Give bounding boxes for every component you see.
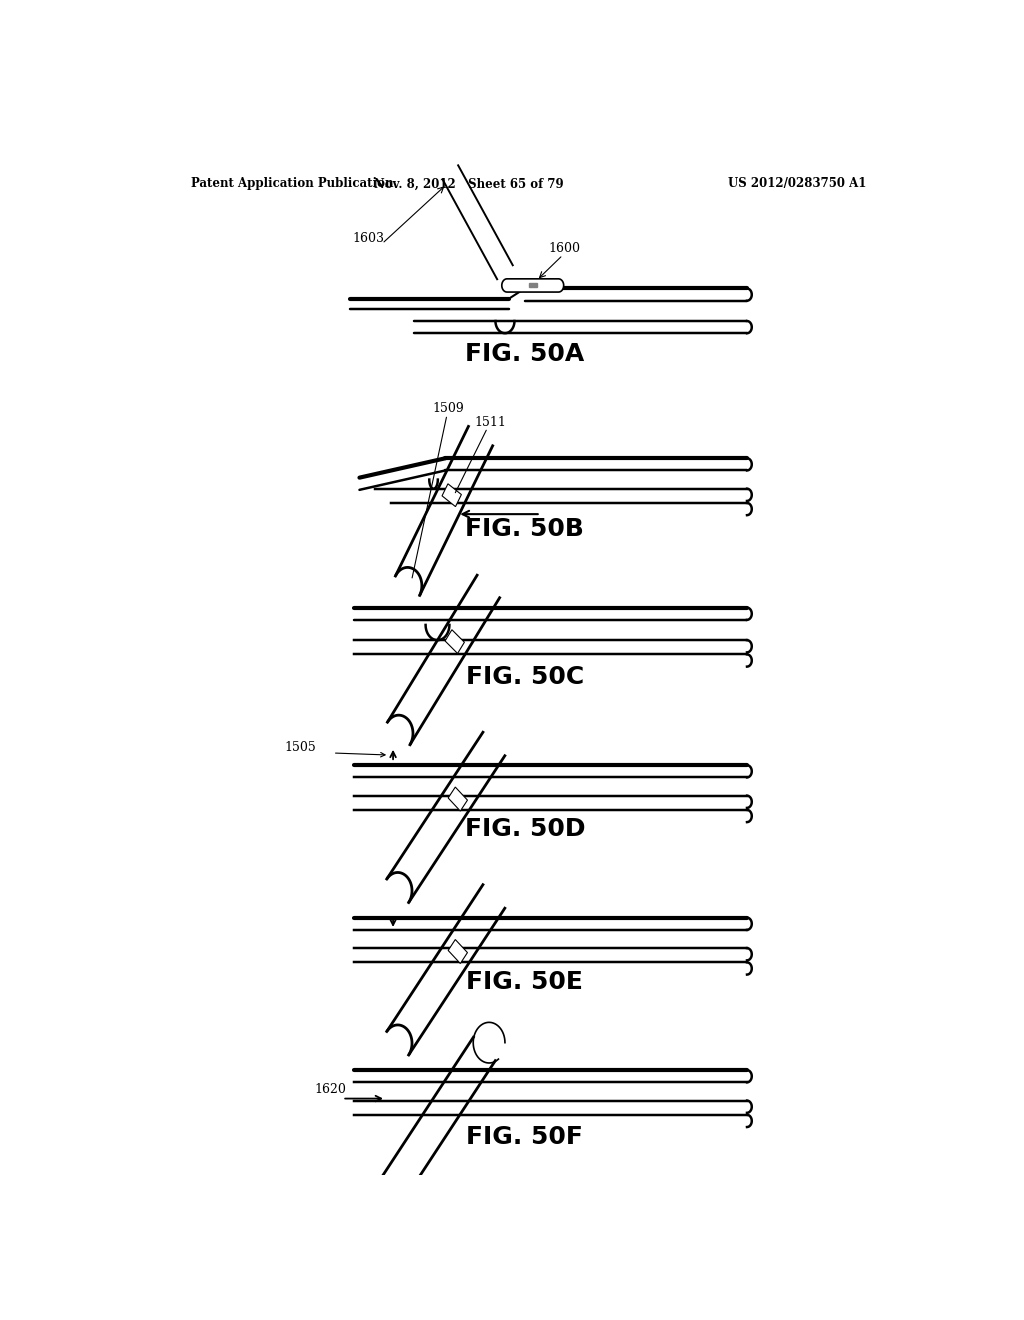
Polygon shape [445, 630, 465, 653]
Text: Patent Application Publication: Patent Application Publication [191, 177, 394, 190]
Polygon shape [502, 279, 563, 292]
Text: Nov. 8, 2012   Sheet 65 of 79: Nov. 8, 2012 Sheet 65 of 79 [375, 177, 564, 190]
Polygon shape [449, 787, 468, 810]
Text: FIG. 50E: FIG. 50E [466, 970, 584, 994]
Text: FIG. 50D: FIG. 50D [465, 817, 585, 841]
Text: FIG. 50F: FIG. 50F [466, 1125, 584, 1150]
Text: 1603: 1603 [352, 232, 385, 244]
Text: FIG. 50A: FIG. 50A [465, 342, 585, 366]
Text: FIG. 50B: FIG. 50B [465, 517, 585, 541]
Text: US 2012/0283750 A1: US 2012/0283750 A1 [728, 177, 866, 190]
Text: 1505: 1505 [285, 741, 316, 754]
Text: FIG. 50C: FIG. 50C [466, 665, 584, 689]
Polygon shape [449, 940, 468, 964]
Text: 1509: 1509 [433, 403, 465, 416]
Text: 1620: 1620 [314, 1084, 346, 1097]
Polygon shape [528, 284, 537, 288]
Text: 1600: 1600 [549, 242, 581, 255]
Text: 1511: 1511 [475, 416, 507, 429]
Polygon shape [442, 483, 462, 507]
